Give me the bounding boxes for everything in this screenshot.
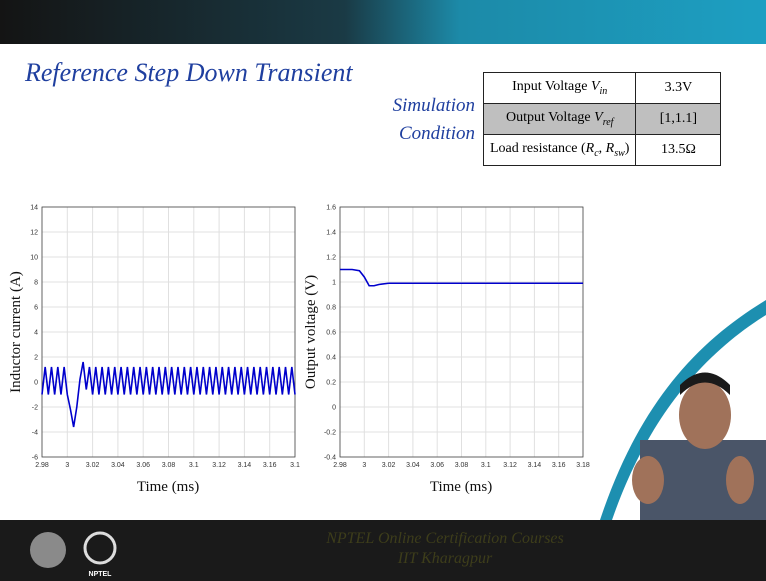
table-row: Output Voltage Vref[1,1.1] (484, 104, 721, 135)
x-tick-label: 2.98 (333, 462, 347, 469)
y-tick-label: 4 (34, 330, 38, 337)
x-tick-label: 3.12 (212, 462, 226, 469)
y-tick-label: 0 (34, 380, 38, 387)
table-row: Load resistance (Rc, Rsw)13.5Ω (484, 135, 721, 166)
row-label: Input Voltage Vin (484, 73, 636, 104)
label-part: ) (625, 141, 630, 156)
y-tick-label: 0.2 (326, 380, 336, 387)
label-part: , (599, 141, 606, 156)
label-part: Output Voltage (506, 110, 594, 125)
y-axis-label: Inductor current (A) (8, 271, 24, 393)
y-tick-label: 6 (34, 305, 38, 312)
row-value: 13.5Ω (636, 135, 721, 166)
chart: -6 -4 -2 0 2 4 6 8 10 12 14 2.98 3 3.02 3.04 3.06 3.08 3.… (8, 205, 300, 496)
x-tick-label: 3.08 (162, 462, 176, 469)
x-tick-label: 3.12 (503, 462, 517, 469)
y-tick-label: 2 (34, 355, 38, 362)
x-tick-label: 3.04 (111, 462, 125, 469)
y-tick-label: 14 (30, 205, 38, 212)
label-part: Input Voltage (512, 79, 591, 94)
y-tick-label: 10 (30, 255, 38, 262)
x-tick-label: 3.02 (382, 462, 396, 469)
row-label: Output Voltage Vref (484, 104, 636, 135)
condition-line: Simulation (380, 92, 475, 120)
x-tick-label: 3 (65, 462, 69, 469)
condition-line: Condition (380, 120, 475, 148)
chart: -0.4 -0.2 0 0.2 0.4 0.6 0.8 1 1.2 1.4 1.6 2.98 3 3.02… (303, 205, 590, 496)
slide: NPTEL NPTEL Online Certification Courses… (0, 0, 766, 581)
y-tick-label: 0.8 (326, 305, 336, 312)
y-tick-label: 1.6 (326, 205, 336, 212)
y-tick-label: -0.4 (324, 455, 336, 462)
y-axis-label: Output voltage (V) (303, 275, 319, 389)
x-tick-label: 3 (362, 462, 366, 469)
logo-iit (30, 532, 66, 568)
y-tick-label: 0.6 (326, 330, 336, 337)
x-tick-label: 3.14 (528, 462, 542, 469)
label-part: R (586, 141, 595, 156)
y-tick-label: 0.4 (326, 355, 336, 362)
y-tick-label: 8 (34, 280, 38, 287)
y-tick-label: 1.2 (326, 255, 336, 262)
x-tick-label: 3.08 (455, 462, 469, 469)
footer-text: IIT Kharagpur (397, 550, 493, 567)
x-tick-label: 3.14 (238, 462, 252, 469)
row-value: 3.3V (636, 73, 721, 104)
label-part: V (591, 79, 600, 94)
y-tick-label: -0.2 (324, 430, 336, 437)
x-tick-label: 3.04 (406, 462, 420, 469)
footer-text: NPTEL Online Certification Courses (325, 530, 564, 547)
x-tick-label: 3.06 (430, 462, 444, 469)
x-tick-label: 3.18 (576, 462, 590, 469)
label-sub: in (600, 86, 608, 97)
label-part: Load resistance ( (490, 141, 586, 156)
x-tick-label: 3.1 (290, 462, 300, 469)
logo-text: NPTEL (89, 571, 113, 578)
y-tick-label: -6 (32, 455, 38, 462)
x-tick-label: 3.16 (552, 462, 566, 469)
x-tick-label: 3.1 (481, 462, 491, 469)
x-tick-label: 3.16 (263, 462, 277, 469)
label-sub: ref (603, 117, 614, 128)
y-tick-label: -4 (32, 430, 38, 437)
row-value: [1,1.1] (636, 104, 721, 135)
label-part: R (606, 141, 615, 156)
y-tick-label: 12 (30, 230, 38, 237)
label-sub: sw (614, 148, 625, 159)
y-tick-label: 0 (332, 405, 336, 412)
slide-title: Reference Step Down Transient (25, 58, 353, 88)
header-bar (0, 0, 766, 44)
x-tick-label: 3.1 (189, 462, 199, 469)
x-axis-label: Time (ms) (137, 479, 199, 495)
row-label: Load resistance (Rc, Rsw) (484, 135, 636, 166)
label-part: V (594, 110, 603, 125)
x-axis-label: Time (ms) (430, 479, 492, 495)
x-tick-label: 3.06 (136, 462, 150, 469)
y-tick-label: -2 (32, 405, 38, 412)
y-tick-label: 1 (332, 280, 336, 287)
x-tick-label: 3.02 (86, 462, 100, 469)
y-tick-label: 1.4 (326, 230, 336, 237)
x-tick-label: 2.98 (35, 462, 49, 469)
